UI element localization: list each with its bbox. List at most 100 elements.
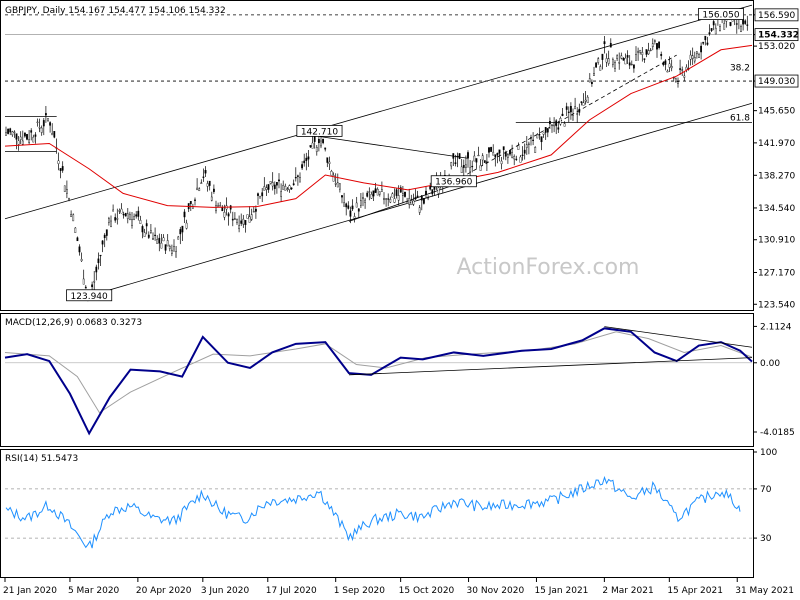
- price-candle: [128, 213, 131, 221]
- price-candle: [612, 59, 614, 65]
- price-candle: [284, 186, 287, 191]
- price-candle: [406, 201, 408, 204]
- price-candle: [588, 78, 591, 83]
- price-candle: [30, 130, 33, 133]
- macd-panel-frame: [0, 313, 754, 447]
- price-candle: [78, 246, 81, 253]
- price-candle: [257, 193, 259, 196]
- price-candle: [236, 219, 238, 223]
- price-candle: [525, 144, 528, 148]
- macd-panel-title: MACD(12,26,9) 0.0683 0.3273: [5, 318, 142, 328]
- price-candle: [202, 176, 205, 178]
- price-candle: [662, 62, 665, 66]
- price-candle: [5, 132, 7, 136]
- price-candle: [120, 208, 123, 214]
- price-candle: [542, 132, 545, 135]
- price-candle: [324, 147, 327, 150]
- macd-series-signal: [4, 331, 753, 414]
- price-candle: [500, 160, 503, 165]
- price-candle: [601, 53, 604, 60]
- x-tick-label: 2 Mar 2021: [602, 586, 653, 596]
- price-candle: [658, 41, 661, 48]
- macd-trendline: [348, 357, 753, 376]
- price-candle: [219, 205, 222, 207]
- price-candle: [517, 145, 520, 150]
- price-candle: [710, 28, 713, 31]
- price-candle: [425, 190, 427, 195]
- price-candle: [233, 218, 236, 220]
- trendline: [4, 4, 753, 220]
- price-candle: [696, 51, 698, 55]
- price-candle: [639, 49, 642, 53]
- price-candle: [683, 75, 686, 78]
- price-candle: [303, 160, 306, 164]
- price-candle: [408, 198, 411, 205]
- y-tick-label: 123.540: [758, 300, 795, 310]
- price-candle: [572, 115, 574, 121]
- rsi-panel-title: RSI(14) 51.5473: [5, 454, 78, 464]
- price-candle: [59, 168, 62, 171]
- price-layer: 61.8 38.2 156.050 142.710 136.960 123.940 156.…: [4, 4, 799, 310]
- price-candle: [254, 208, 257, 212]
- price-candle: [618, 62, 621, 64]
- y-tick-label: 156.590: [758, 11, 795, 21]
- price-candle: [152, 238, 154, 240]
- price-candle: [536, 134, 539, 139]
- price-candle: [114, 217, 117, 221]
- price-candle: [429, 185, 432, 190]
- price-candle: [116, 217, 119, 220]
- price-candle: [248, 216, 251, 223]
- price-candle: [591, 81, 593, 85]
- price-candle: [496, 152, 499, 156]
- price-candle: [719, 26, 721, 31]
- price-candle: [360, 200, 362, 206]
- price-candle: [320, 140, 322, 147]
- price-candle: [364, 199, 366, 203]
- price-candle: [603, 41, 606, 45]
- y-tick-label: 130.910: [758, 236, 795, 246]
- price-candle: [238, 225, 240, 230]
- price-candle: [103, 234, 106, 239]
- price-candle: [712, 21, 715, 26]
- price-candle: [681, 69, 684, 71]
- macd-y-tick-label: 0.00: [760, 359, 780, 369]
- rsi-layer: 100 70 30: [5, 448, 777, 549]
- price-candle: [551, 124, 553, 127]
- price-candle: [276, 182, 278, 186]
- price-candle: [420, 195, 423, 201]
- price-candle: [519, 156, 522, 163]
- price-candle: [19, 136, 22, 140]
- macd-layer: 2.1124 0.00 -4.0185: [4, 322, 795, 438]
- price-candle: [299, 177, 301, 183]
- price-candle: [57, 160, 60, 164]
- price-candle: [412, 200, 415, 205]
- price-candle: [315, 147, 318, 152]
- price-candle: [576, 113, 579, 115]
- price-candle: [452, 153, 455, 159]
- price-candle: [700, 45, 703, 53]
- price-candle: [706, 42, 709, 45]
- price-candle: [351, 205, 354, 210]
- price-candle: [679, 68, 682, 70]
- price-candle: [584, 99, 587, 102]
- price-candle: [74, 227, 77, 233]
- price-candle: [578, 108, 581, 113]
- watermark: ActionForex.com: [457, 255, 640, 280]
- price-candle: [567, 111, 570, 113]
- annotation-box: [296, 124, 343, 137]
- price-candle: [746, 24, 749, 26]
- macd-y-tick-label: -4.0185: [760, 428, 795, 438]
- price-candle: [330, 170, 333, 176]
- price-candle: [183, 211, 186, 218]
- price-candle: [366, 192, 369, 197]
- price-candle: [498, 149, 501, 154]
- price-candle: [231, 218, 234, 221]
- price-candle: [649, 49, 652, 52]
- price-candle: [647, 50, 650, 55]
- price-candle: [347, 205, 350, 209]
- price-candle: [494, 154, 497, 158]
- price-candle: [729, 22, 732, 26]
- price-candle: [549, 121, 551, 125]
- price-candle: [483, 160, 486, 163]
